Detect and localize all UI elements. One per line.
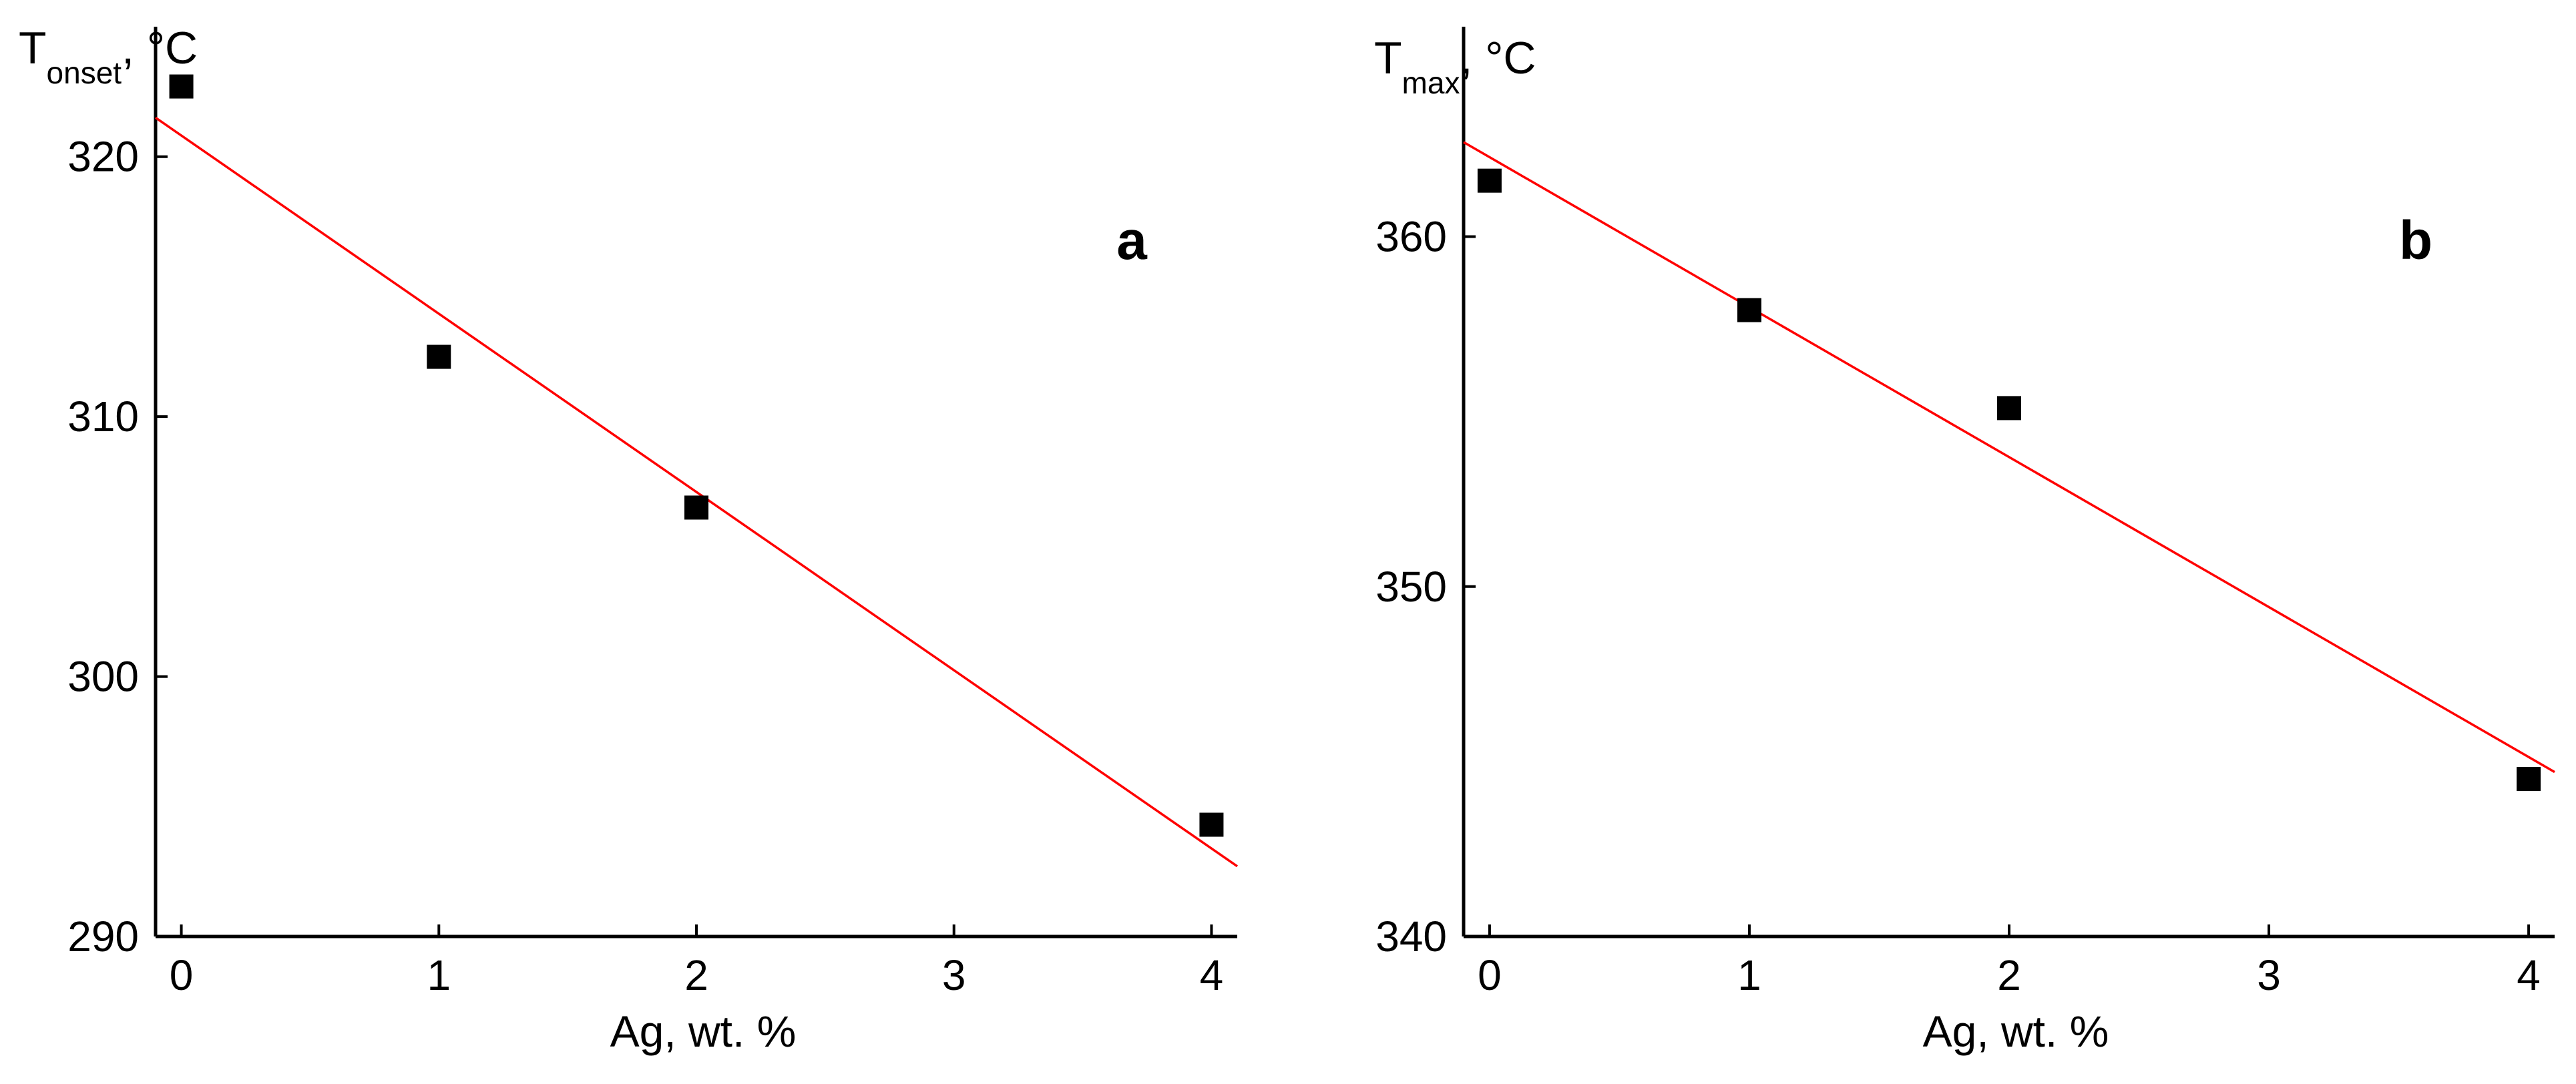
- y-tick-label: 300: [67, 653, 139, 701]
- y-axis-label: Tmax, °C: [1374, 33, 1536, 100]
- fit-line: [155, 116, 1238, 868]
- y-tick-label: 360: [1375, 213, 1447, 261]
- x-tick-label: 1: [427, 951, 451, 999]
- y-tick-label: 350: [1375, 563, 1447, 611]
- panel-label: a: [1116, 210, 1148, 271]
- data-point: [684, 495, 708, 520]
- x-tick-label: 3: [942, 951, 966, 999]
- chart-panel-b: 0 1 2 3 4 340 350 360 Tmax, °C Ag, wt. % b: [1374, 27, 2555, 1056]
- fit-line: [1463, 141, 2555, 774]
- x-tick-label: 0: [170, 951, 194, 999]
- x-tick-label: 1: [1737, 951, 1761, 999]
- data-point: [169, 74, 194, 99]
- x-axis-label: Ag, wt. %: [610, 1007, 797, 1056]
- y-axis-label: Tonset, °C: [19, 23, 198, 90]
- x-tick-label: 3: [2257, 951, 2281, 999]
- chart-panel-a: 0 1 2 3 4 290 300 310 320 Tonset, °C Ag, wt. % a: [19, 23, 1238, 1056]
- panel-label: b: [2399, 210, 2432, 271]
- data-point: [2517, 767, 2541, 792]
- y-tick-label: 340: [1375, 912, 1447, 961]
- y-tick-label: 320: [67, 133, 139, 181]
- data-point: [1199, 812, 1224, 837]
- data-point: [1997, 396, 2021, 421]
- x-axis-label: Ag, wt. %: [1923, 1007, 2109, 1056]
- x-tick-label: 2: [684, 951, 708, 999]
- y-tick-label: 290: [67, 912, 139, 961]
- data-point: [1477, 168, 1502, 193]
- x-tick-label: 4: [2517, 951, 2541, 999]
- data-point: [427, 344, 451, 369]
- x-tick-label: 4: [1200, 951, 1224, 999]
- data-point: [1737, 298, 1761, 322]
- x-tick-label: 2: [1997, 951, 2021, 999]
- y-tick-label: 310: [67, 392, 139, 441]
- x-tick-label: 0: [1478, 951, 1502, 999]
